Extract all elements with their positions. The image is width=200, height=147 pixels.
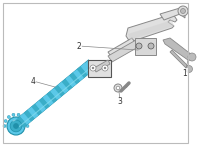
Polygon shape bbox=[73, 69, 84, 81]
Circle shape bbox=[90, 65, 96, 71]
Circle shape bbox=[12, 113, 15, 116]
Circle shape bbox=[114, 84, 122, 92]
Circle shape bbox=[102, 65, 108, 71]
Circle shape bbox=[92, 67, 94, 69]
Polygon shape bbox=[77, 66, 88, 78]
Circle shape bbox=[104, 67, 106, 69]
Circle shape bbox=[17, 113, 20, 116]
Circle shape bbox=[178, 6, 188, 16]
Circle shape bbox=[10, 120, 22, 132]
Text: 4: 4 bbox=[31, 76, 35, 86]
Polygon shape bbox=[62, 79, 73, 90]
Polygon shape bbox=[15, 60, 95, 129]
Polygon shape bbox=[24, 110, 35, 122]
Polygon shape bbox=[39, 97, 50, 109]
Circle shape bbox=[186, 66, 192, 72]
Polygon shape bbox=[128, 20, 174, 40]
Circle shape bbox=[7, 117, 25, 135]
FancyBboxPatch shape bbox=[134, 37, 156, 55]
Circle shape bbox=[13, 123, 19, 129]
Polygon shape bbox=[20, 113, 31, 125]
Text: 2: 2 bbox=[77, 41, 81, 51]
Circle shape bbox=[22, 116, 25, 118]
Polygon shape bbox=[43, 94, 54, 106]
Polygon shape bbox=[69, 72, 80, 84]
Polygon shape bbox=[28, 107, 38, 118]
Polygon shape bbox=[108, 38, 136, 58]
Circle shape bbox=[4, 120, 7, 122]
Circle shape bbox=[26, 125, 29, 127]
Polygon shape bbox=[163, 38, 192, 60]
Circle shape bbox=[3, 125, 6, 127]
Polygon shape bbox=[108, 40, 140, 62]
Circle shape bbox=[136, 43, 142, 49]
FancyBboxPatch shape bbox=[88, 60, 111, 76]
Text: 1: 1 bbox=[183, 69, 187, 77]
Polygon shape bbox=[160, 8, 185, 20]
Polygon shape bbox=[31, 104, 42, 115]
Circle shape bbox=[25, 120, 28, 122]
Text: 3: 3 bbox=[118, 97, 122, 106]
Polygon shape bbox=[16, 116, 27, 128]
Polygon shape bbox=[94, 60, 110, 72]
Circle shape bbox=[180, 9, 186, 14]
Circle shape bbox=[7, 116, 10, 118]
Polygon shape bbox=[47, 91, 57, 103]
Polygon shape bbox=[170, 50, 190, 70]
Polygon shape bbox=[126, 14, 177, 42]
Circle shape bbox=[116, 86, 120, 90]
Polygon shape bbox=[54, 85, 65, 97]
Polygon shape bbox=[66, 76, 76, 87]
Polygon shape bbox=[35, 101, 46, 112]
Polygon shape bbox=[58, 82, 69, 93]
Polygon shape bbox=[50, 88, 61, 100]
Circle shape bbox=[148, 43, 154, 49]
Circle shape bbox=[188, 53, 196, 61]
Polygon shape bbox=[81, 63, 92, 75]
